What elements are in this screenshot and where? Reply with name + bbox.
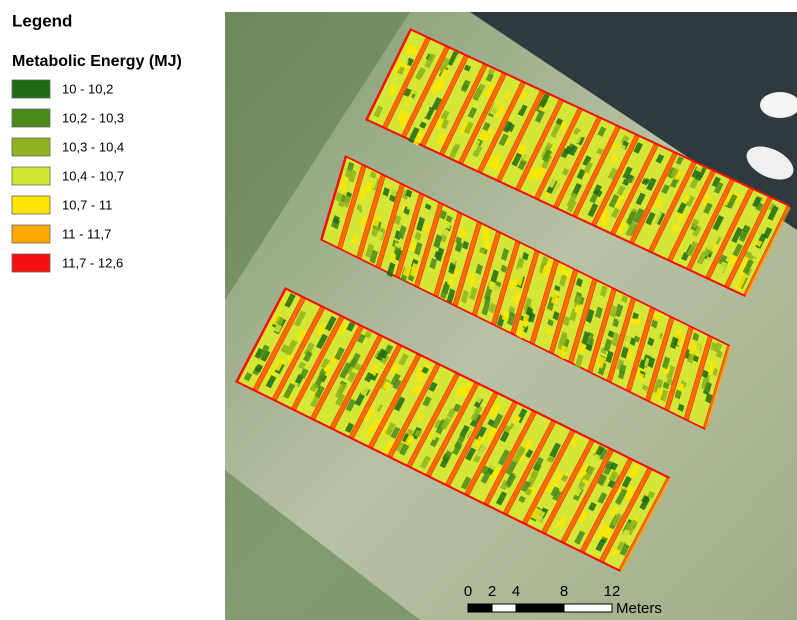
scale-tick-label: 12 (604, 583, 621, 600)
scale-unit: Meters (616, 600, 662, 617)
legend-subtitle: Metabolic Energy (MJ) (12, 53, 182, 70)
legend-label: 10 - 10,2 (62, 81, 113, 96)
legend: 10 - 10,2 10,2 - 10,3 10,3 - 10,4 10,4 - 10… (12, 80, 124, 272)
scale-tick-label: 4 (512, 583, 520, 600)
scale-tick-label: 0 (464, 583, 472, 600)
legend-label: 10,3 - 10,4 (62, 139, 124, 154)
legend-label: 11 - 11,7 (62, 226, 111, 241)
page: Legend Metabolic Energy (MJ) 10 - 10,210… (0, 0, 797, 620)
scale-segment (468, 604, 492, 612)
scale-segment (516, 604, 564, 612)
map-view: Legend Metabolic Energy (MJ) 10 - 10,210… (0, 0, 797, 620)
scale-segment (564, 604, 612, 612)
legend-swatch (12, 109, 50, 127)
aerial-image (225, 12, 797, 620)
scale-tick-label: 2 (488, 583, 496, 600)
legend-swatch (12, 225, 50, 243)
legend-label: 10,4 - 10,7 (62, 168, 124, 183)
legend-swatch (12, 138, 50, 156)
legend-label: 10,2 - 10,3 (62, 110, 124, 125)
legend-swatch (12, 80, 50, 98)
legend-label: 11,7 - 12,6 (62, 255, 123, 270)
legend-label: 10,7 - 11 (62, 197, 112, 212)
scale-segment (492, 604, 516, 612)
legend-swatch (12, 254, 50, 272)
legend-title: Legend (12, 11, 72, 30)
legend-swatch (12, 196, 50, 214)
legend-swatch (12, 167, 50, 185)
scale-tick-label: 8 (560, 583, 568, 600)
